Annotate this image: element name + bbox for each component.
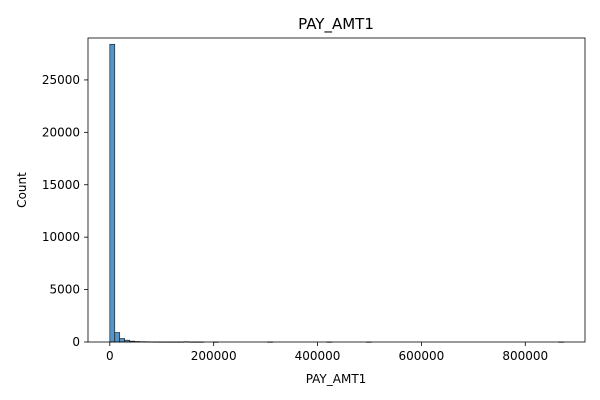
y-axis-label: Count bbox=[15, 172, 29, 208]
histogram-bar-0 bbox=[109, 43, 116, 343]
x-axis: 0 200000 400000 600000 800000 bbox=[106, 342, 548, 363]
y-axis: 0 5000 10000 15000 20000 25000 bbox=[42, 73, 88, 349]
x-tick-label: 0 bbox=[106, 349, 114, 363]
y-tick-label: 0 bbox=[72, 335, 80, 349]
x-tick-label: 800000 bbox=[502, 349, 548, 363]
histogram-bar-1 bbox=[114, 332, 121, 343]
x-tick-label: 400000 bbox=[295, 349, 341, 363]
chart-title: PAY_AMT1 bbox=[298, 15, 374, 34]
x-tick-label: 200000 bbox=[191, 349, 237, 363]
bars-group bbox=[109, 43, 565, 343]
y-tick-label: 10000 bbox=[42, 230, 80, 244]
y-tick-label: 20000 bbox=[42, 125, 80, 139]
y-tick-label: 15000 bbox=[42, 178, 80, 192]
x-tick-label: 600000 bbox=[399, 349, 445, 363]
y-tick-label: 5000 bbox=[49, 283, 80, 297]
y-tick-label: 25000 bbox=[42, 73, 80, 87]
plot-frame bbox=[87, 37, 586, 343]
x-axis-label: PAY_AMT1 bbox=[306, 372, 367, 386]
histogram-bar-2 bbox=[119, 338, 125, 343]
